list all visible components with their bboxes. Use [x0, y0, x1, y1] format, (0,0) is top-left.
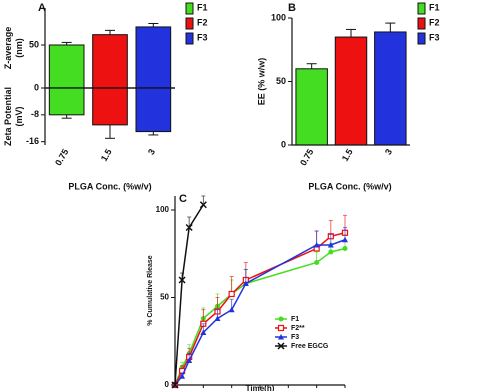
- bar: [92, 87, 128, 126]
- y-tick-label: 0: [34, 82, 39, 92]
- legend-swatch: [185, 17, 194, 30]
- series-line: [174, 204, 204, 386]
- legend-label: F2**: [291, 325, 305, 332]
- point: [199, 201, 207, 209]
- series-line: [174, 247, 346, 386]
- legend-label: Free EGCG: [291, 343, 329, 350]
- error-bar: [201, 195, 206, 205]
- point: [214, 315, 221, 321]
- y-tick-label: -16: [26, 136, 39, 146]
- x-tick-label: 0.75: [53, 147, 70, 167]
- legend-marker: [277, 342, 285, 350]
- point: [200, 329, 207, 335]
- bar: [48, 87, 85, 116]
- point: [314, 260, 320, 265]
- panel-label: A: [38, 2, 46, 14]
- legend-swatch: [185, 32, 194, 45]
- y-tick-label: 0: [165, 380, 170, 389]
- point: [178, 276, 186, 284]
- x-axis-label: PLGA Conc. (%w/v): [68, 181, 151, 191]
- bar: [334, 36, 368, 146]
- y-tick-label: 50: [29, 39, 39, 49]
- legend-swatch: [185, 2, 194, 15]
- bar: [295, 68, 328, 146]
- legend-marker: [277, 324, 285, 332]
- bar: [135, 87, 172, 133]
- y-axis-label: (mV): [14, 106, 24, 126]
- panel-label: B: [288, 2, 296, 14]
- x-axis-label: Time(h): [246, 384, 275, 391]
- legend-label: F1: [429, 2, 440, 12]
- point: [171, 381, 179, 389]
- y-axis-label: Zeta Potential: [3, 87, 13, 146]
- legend-label: F3: [197, 32, 208, 42]
- point: [327, 242, 334, 248]
- legend-label: F2: [429, 17, 440, 27]
- point: [186, 357, 193, 363]
- x-tick-label: 1.5: [99, 147, 114, 163]
- point: [228, 306, 235, 313]
- point: [228, 290, 235, 298]
- y-axis-label: (nm): [14, 38, 24, 58]
- y-tick-label: 0: [281, 139, 286, 149]
- legend-label: F3: [291, 334, 299, 341]
- point: [179, 373, 186, 379]
- bar: [374, 31, 407, 146]
- x-tick-label: 0.75: [298, 147, 315, 167]
- y-axis-label: EE (% w/w): [256, 58, 266, 106]
- legend-marker: [278, 316, 284, 322]
- point: [313, 242, 320, 248]
- y-tick-label: 50: [160, 293, 169, 302]
- bar: [48, 44, 85, 89]
- point: [328, 249, 334, 255]
- y-axis-label: Z-average: [3, 27, 13, 70]
- legend-swatch: [417, 32, 426, 45]
- y-axis-label: % Cumulative Rlease: [147, 255, 154, 326]
- x-axis-label: PLGA Conc. (%w/v): [308, 181, 391, 191]
- y-tick-label: -8: [31, 109, 39, 119]
- legend-swatch: [417, 2, 426, 15]
- legend-label: F3: [429, 32, 440, 42]
- y-tick-label: 50: [276, 76, 286, 86]
- error-bar: [187, 216, 192, 228]
- series-line: [174, 232, 346, 386]
- bar: [92, 34, 128, 89]
- point: [185, 223, 193, 232]
- y-tick-label: 100: [271, 12, 286, 22]
- bar: [135, 26, 172, 89]
- legend-label: F1: [291, 316, 299, 323]
- x-tick-label: 3: [383, 147, 394, 156]
- point: [342, 236, 348, 243]
- legend-marker: [278, 334, 284, 340]
- point: [242, 280, 249, 286]
- point: [342, 246, 348, 251]
- series-line: [174, 239, 346, 386]
- panel-label: C: [179, 193, 187, 205]
- x-tick-label: 3: [146, 147, 157, 156]
- legend-label: F1: [197, 2, 208, 12]
- legend-swatch: [417, 17, 426, 30]
- x-tick-label: 1.5: [340, 147, 355, 163]
- y-tick-label: 100: [156, 205, 170, 214]
- legend-label: F2: [197, 17, 208, 27]
